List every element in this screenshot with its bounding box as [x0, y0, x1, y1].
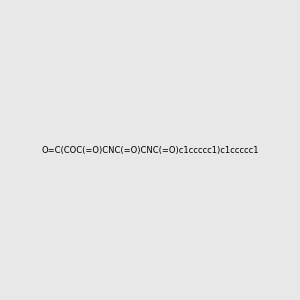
- Text: O=C(COC(=O)CNC(=O)CNC(=O)c1ccccc1)c1ccccc1: O=C(COC(=O)CNC(=O)CNC(=O)c1ccccc1)c1cccc…: [41, 146, 259, 154]
